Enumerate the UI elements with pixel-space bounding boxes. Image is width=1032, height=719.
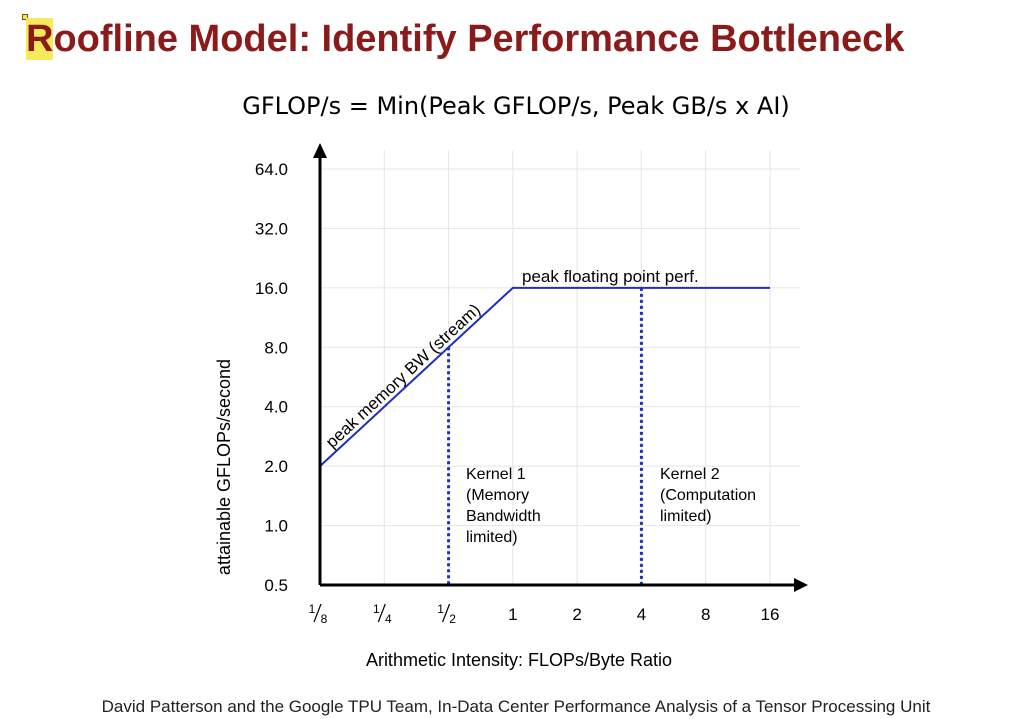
selection-handle-icon[interactable] [22, 14, 28, 20]
y-tick-label: 2.0 [264, 457, 288, 476]
grid [320, 150, 800, 585]
y-tick-label: 4.0 [264, 398, 288, 417]
y-tick-label: 64.0 [255, 160, 288, 179]
y-tick-label: 0.5 [264, 576, 288, 595]
roofline [319, 286, 770, 467]
y-tick-label: 1.0 [264, 517, 288, 536]
x-axis-arrow-icon [794, 578, 808, 592]
memory-bandwidth-label: peak memory BW (stream) [322, 300, 484, 452]
y-axis-arrow-icon [313, 143, 327, 158]
kernel-1-label-line: limited) [466, 529, 518, 546]
kernel-1-label-line: Bandwidth [466, 508, 541, 525]
x-tick-fraction-slash [313, 603, 322, 623]
title-first-letter: R [26, 18, 54, 60]
y-tick-label: 8.0 [264, 338, 288, 357]
slide-title: Roofline Model: Identify Performance Bot… [26, 15, 904, 63]
y-tick-label: 32.0 [255, 219, 288, 238]
x-tick-numerator: 1 [309, 602, 316, 616]
compute-peak-label: peak floating point perf. [522, 267, 699, 286]
citation: David Patterson and the Google TPU Team,… [101, 697, 931, 716]
kernel-2-label-line: limited) [660, 508, 712, 525]
x-tick-fraction: 18 [309, 602, 328, 626]
title-rest: oofline Model: Identify Performance Bott… [53, 18, 905, 60]
x-tick-numerator: 1 [437, 602, 444, 616]
x-tick-fraction-slash [442, 603, 451, 623]
x-axis-title: Arithmetic Intensity: FLOPs/Byte Ratio [366, 650, 672, 670]
x-tick-numerator: 1 [373, 602, 380, 616]
kernel-lines [447, 287, 643, 585]
x-tick-label: 2 [572, 605, 581, 624]
x-tick-fraction-slash [377, 603, 386, 623]
x-tick-label: 4 [637, 605, 646, 624]
x-tick-fraction: 12 [437, 602, 456, 626]
x-tick-label: 16 [761, 605, 780, 624]
roofline-formula: GFLOP/s = Min(Peak GFLOP/s, Peak GB/s x … [242, 92, 790, 120]
y-tick-label: 16.0 [255, 279, 288, 298]
x-tick-denominator: 4 [385, 612, 392, 626]
kernel-1-label-line: Kernel 1 [466, 466, 526, 483]
x-tick-label: 8 [701, 605, 710, 624]
x-tick-denominator: 2 [449, 612, 456, 626]
kernel-1-label-line: (Memory [466, 487, 529, 504]
x-tick-label: 1 [508, 605, 517, 624]
x-tick-denominator: 8 [321, 612, 328, 626]
kernel-2-label-line: Kernel 2 [660, 466, 720, 483]
x-tick-fraction: 14 [373, 602, 392, 626]
roofline-line [319, 286, 770, 467]
axes [313, 143, 808, 592]
y-axis-title: attainable GFLOPs/second [214, 359, 234, 575]
kernel-2-label-line: (Computation [660, 487, 756, 504]
